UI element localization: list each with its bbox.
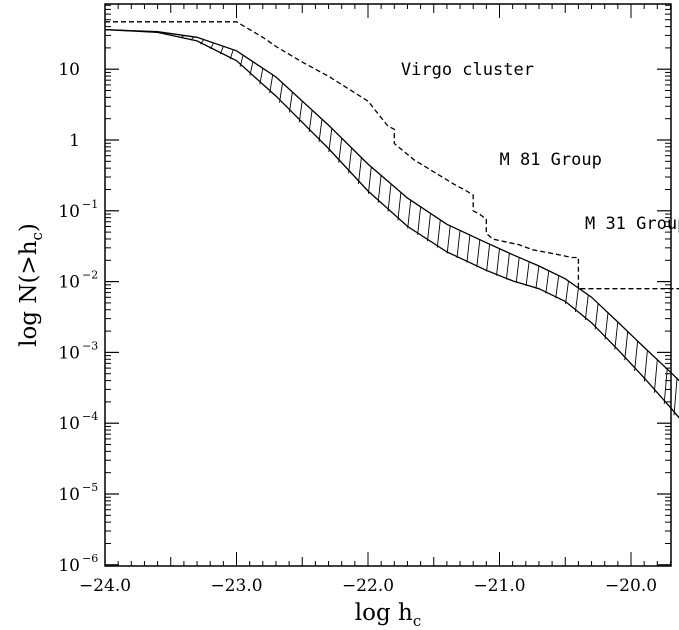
hatch-line — [574, 287, 579, 313]
hatch-line — [496, 248, 500, 276]
y-axis-title-close: ) — [16, 223, 42, 232]
y-tick-label: 1 — [69, 131, 80, 151]
x-axis-title: log hc — [355, 600, 421, 630]
hatch-line — [565, 281, 569, 305]
annotation-label: M 81 Group — [500, 150, 602, 170]
y-tick-label: 10 — [58, 414, 80, 434]
hatch-line — [505, 253, 510, 280]
hatch-line — [545, 270, 550, 294]
y-axis-title: log N(>hc) — [16, 223, 46, 347]
y-tick-label: 10 — [58, 273, 80, 293]
uncertainty-band-hatching — [180, 35, 678, 416]
hatch-line — [486, 244, 491, 272]
y-tick-label-exponent: −5 — [82, 481, 98, 494]
hatch-line — [308, 110, 313, 133]
upper-bound-curve — [104, 28, 679, 382]
y-tick-label-exponent: −3 — [82, 339, 98, 352]
hatch-line — [466, 234, 471, 263]
hatch-line — [387, 183, 392, 212]
hatch-line — [417, 206, 422, 235]
y-tick-label: 10 — [58, 485, 80, 505]
hatch-line — [328, 128, 333, 153]
x-tick-label: −23.0 — [210, 576, 262, 596]
hatch-line — [348, 147, 353, 174]
hatch-line — [318, 119, 323, 142]
hatch-line — [555, 275, 560, 299]
hatch-line — [377, 175, 382, 203]
hatch-line — [634, 341, 639, 371]
hatch-line — [446, 225, 451, 254]
hatch-line — [584, 294, 589, 321]
annotation-label: Virgo cluster — [401, 60, 534, 80]
hatch-line — [456, 230, 461, 259]
x-axis-title-subscript: c — [413, 612, 421, 630]
y-tick-label: 10 — [58, 60, 80, 80]
y-tick-label-exponent: −2 — [82, 269, 98, 282]
hatch-line — [338, 138, 343, 163]
hatch-line — [298, 101, 303, 123]
x-tick-label: −21.0 — [473, 576, 525, 596]
hatch-line — [407, 200, 412, 229]
hatch-line — [535, 265, 540, 289]
x-tick-label: −22.0 — [342, 576, 394, 596]
hatch-line — [436, 219, 441, 248]
hatch-line — [663, 369, 668, 404]
lower-bound-curve — [104, 28, 679, 419]
hatch-line — [594, 303, 599, 330]
hatch-line — [367, 166, 372, 194]
annotation-label: M 31 Group — [585, 214, 679, 234]
series-layer — [104, 21, 679, 419]
hatch-line — [604, 312, 609, 340]
hatch-line — [357, 157, 362, 184]
observed-groups-dashed-curve — [105, 21, 679, 290]
hatch-line — [476, 239, 481, 268]
plot-frame — [104, 3, 672, 567]
y-axis-title-subscript: c — [28, 232, 46, 240]
y-tick-label-exponent: −4 — [82, 410, 98, 423]
tick-layer — [104, 4, 671, 566]
hatch-line — [397, 192, 402, 221]
hatch-line — [515, 257, 520, 283]
hatch-line — [643, 350, 648, 382]
tick-label-layer: −24.0−23.0−22.0−21.0−20.0−19.010110−110−… — [58, 60, 657, 596]
hatch-line — [525, 261, 530, 286]
x-tick-label: −20.0 — [605, 576, 657, 596]
y-tick-label: 10 — [58, 202, 80, 222]
hatch-line — [673, 378, 678, 416]
x-tick-label: −24.0 — [79, 576, 131, 596]
hatch-line — [427, 213, 431, 242]
y-tick-label-exponent: −6 — [82, 552, 98, 565]
y-tick-label: 10 — [58, 556, 80, 576]
hatch-line — [653, 359, 658, 393]
y-tick-label: 10 — [58, 343, 80, 363]
hatch-line — [624, 331, 629, 361]
y-tick-label-exponent: −1 — [82, 198, 98, 211]
hatch-line — [614, 321, 619, 350]
